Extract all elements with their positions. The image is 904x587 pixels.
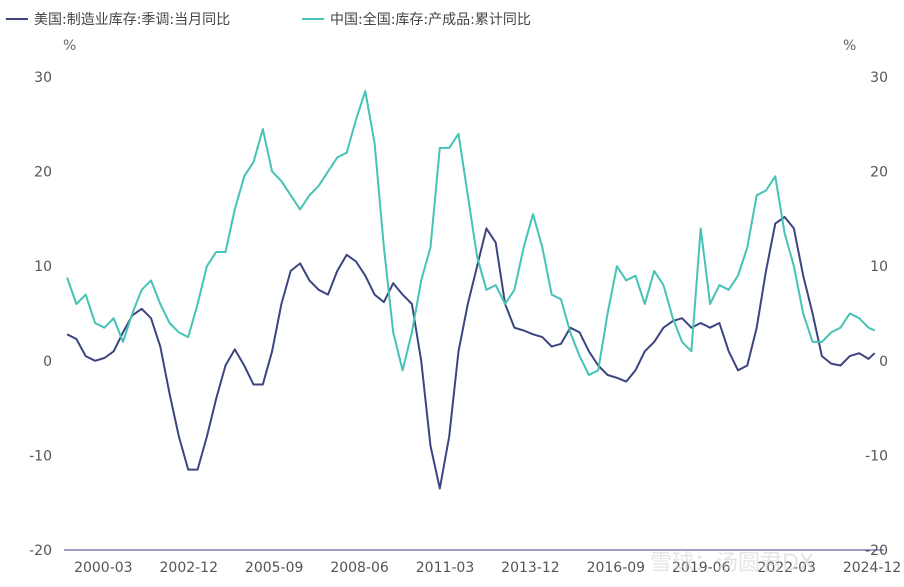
watermark-text: 雪球：汤圆君DX: [650, 551, 814, 576]
y-tick-right-1: 20: [870, 165, 888, 181]
left-axis-ticks: 30 20 10 0 -10 -20: [29, 70, 52, 559]
left-axis-unit: %: [63, 38, 76, 54]
series-line-us-inventory: [66, 216, 876, 490]
x-tick-7: 2019-06: [672, 560, 731, 576]
x-tick-1: 2002-12: [160, 560, 219, 576]
y-tick-left-2: 10: [34, 259, 52, 275]
series-line-cn-inventory: [66, 90, 876, 376]
x-tick-8: 2022-03: [757, 560, 816, 576]
y-tick-right-4: -10: [865, 448, 888, 464]
x-tick-4: 2011-03: [416, 560, 475, 576]
x-tick-0: 2000-03: [74, 560, 133, 576]
right-axis-unit: %: [843, 38, 856, 54]
y-tick-right-2: 10: [870, 259, 888, 275]
x-tick-6: 2016-09: [587, 560, 646, 576]
y-tick-right-5: -20: [865, 543, 888, 559]
legend-label-us: 美国:制造业库存:季调:当月同比: [34, 12, 230, 28]
right-axis-ticks: 30 20 10 0 -10 -20: [865, 70, 888, 559]
y-tick-left-5: -20: [29, 543, 52, 559]
y-tick-right-3: 0: [879, 354, 888, 370]
x-axis-ticks: 2000-03 2002-12 2005-09 2008-06 2011-03 2013-…: [74, 560, 901, 576]
x-tick-9: 2024-12: [843, 560, 902, 576]
legend-label-cn: 中国:全国:库存:产成品:累计同比: [330, 11, 531, 28]
x-tick-2: 2005-09: [245, 560, 304, 576]
y-tick-left-0: 30: [34, 70, 52, 86]
plot-lines: [66, 90, 876, 490]
y-tick-left-1: 20: [34, 165, 52, 181]
x-tick-5: 2013-12: [501, 560, 560, 576]
y-tick-left-3: 0: [43, 354, 52, 370]
y-tick-right-0: 30: [870, 70, 888, 86]
y-tick-left-4: -10: [29, 448, 52, 464]
x-tick-3: 2008-06: [330, 560, 389, 576]
legend: 美国:制造业库存:季调:当月同比 中国:全国:库存:产成品:累计同比: [6, 11, 531, 28]
